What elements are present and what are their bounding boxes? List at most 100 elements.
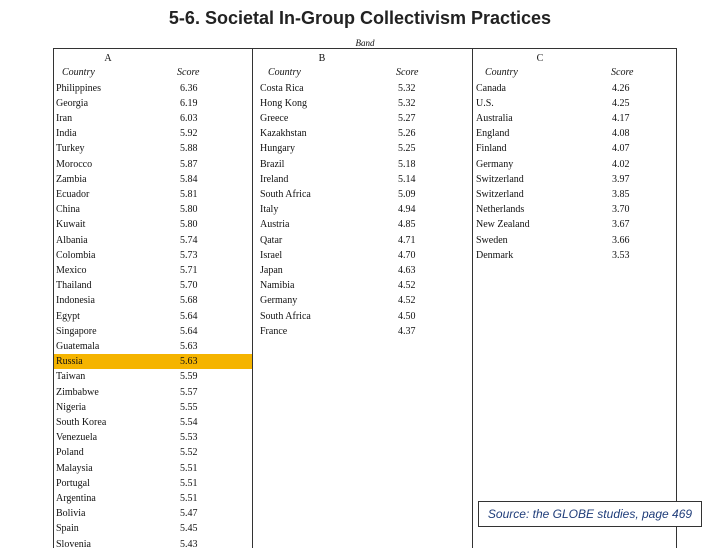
score-cell: 5.64 [180, 310, 198, 322]
band-c-country-header: Country [485, 67, 518, 78]
band-a-row: Poland 5.52 [54, 445, 252, 460]
score-cell: 6.36 [180, 82, 198, 94]
band-b-row: Brazil 5.18 [258, 157, 472, 172]
band-b-row: Namibia 4.52 [258, 278, 472, 293]
country-cell: Indonesia [56, 295, 95, 307]
score-cell: 5.71 [180, 264, 198, 276]
band-a-row: Albania 5.74 [54, 233, 252, 248]
country-cell: Taiwan [56, 371, 86, 383]
country-cell: Germany [476, 158, 514, 170]
score-cell: 4.94 [398, 204, 416, 216]
score-cell: 4.17 [612, 112, 630, 124]
band-b-row: Austria 4.85 [258, 217, 472, 232]
country-cell: Slovenia [56, 538, 91, 550]
band-b-country-header: Country [268, 67, 301, 78]
page-title: 5-6. Societal In-Group Collectivism Prac… [168, 8, 552, 28]
band-a-row: India 5.92 [54, 126, 252, 141]
band-a-row: Spain 5.45 [54, 521, 252, 536]
band-a-row: Bolivia 5.47 [54, 506, 252, 521]
band-a-row: Colombia 5.73 [54, 248, 252, 263]
band-a-row: Mexico 5.71 [54, 263, 252, 278]
score-cell: 5.63 [180, 340, 198, 352]
country-cell: Bolivia [56, 508, 86, 520]
country-cell: South Africa [260, 188, 311, 200]
score-cell: 5.74 [180, 234, 198, 246]
country-cell: Greece [260, 112, 289, 124]
country-cell: Finland [476, 143, 507, 155]
country-cell: Albania [56, 234, 88, 246]
band-c-row: Switzerland 3.85 [474, 187, 674, 202]
band-c-header: C [536, 53, 544, 64]
score-cell: 6.19 [180, 97, 198, 109]
band-a-row: Guatemala 5.63 [54, 339, 252, 354]
band-label: Band [355, 38, 375, 48]
country-cell: Iran [56, 112, 73, 124]
country-cell: Brazil [260, 158, 285, 170]
band-a-row: Morocco 5.87 [54, 157, 252, 172]
band-a-row: Argentina 5.51 [54, 491, 252, 506]
score-cell: 4.85 [398, 219, 416, 231]
band-c-row: New Zealand 3.67 [474, 217, 674, 232]
band-b-row: Germany 4.52 [258, 293, 472, 308]
score-cell: 4.37 [398, 325, 416, 337]
score-cell: 5.26 [398, 128, 416, 140]
band-a-row: Georgia 6.19 [54, 96, 252, 111]
country-cell: Venezuela [56, 432, 98, 444]
score-cell: 4.70 [398, 249, 416, 261]
score-cell: 5.18 [398, 158, 416, 170]
band-b-row: Japan 4.63 [258, 263, 472, 278]
score-cell: 4.26 [612, 82, 630, 94]
country-cell: Kuwait [56, 219, 86, 231]
country-cell: Egypt [56, 310, 80, 322]
band-c-row: U.S. 4.25 [474, 96, 674, 111]
score-cell: 3.85 [612, 188, 630, 200]
country-cell: Kazakhstan [260, 128, 307, 140]
score-cell: 4.52 [398, 280, 416, 292]
band-b-row: Hong Kong 5.32 [258, 96, 472, 111]
country-cell: Namibia [260, 280, 295, 292]
country-cell: Germany [260, 295, 298, 307]
country-cell: Hungary [260, 143, 295, 155]
band-c-row: Switzerland 3.97 [474, 172, 674, 187]
band-a-row: Venezuela 5.53 [54, 430, 252, 445]
score-cell: 5.92 [180, 128, 198, 140]
country-cell: Guatemala [56, 340, 100, 352]
country-cell: Japan [260, 264, 283, 276]
score-cell: 5.55 [180, 401, 198, 413]
country-cell: Switzerland [476, 173, 524, 185]
band-a-row: Iran 6.03 [54, 111, 252, 126]
country-cell: Philippines [56, 82, 102, 94]
band-c-row: Sweden 3.66 [474, 233, 674, 248]
band-b-row: Ireland 5.14 [258, 172, 472, 187]
band-a-country-header: Country [62, 67, 95, 78]
band-b-header: B [318, 53, 326, 64]
country-cell: Denmark [476, 249, 514, 261]
score-cell: 5.47 [180, 508, 198, 520]
score-cell: 4.02 [612, 158, 630, 170]
band-a-row: Zimbabwe 5.57 [54, 385, 252, 400]
score-cell: 5.88 [180, 143, 198, 155]
country-cell: Austria [260, 219, 290, 231]
score-cell: 4.63 [398, 264, 416, 276]
band-a-row: Singapore 5.64 [54, 324, 252, 339]
score-cell: 5.57 [180, 386, 198, 398]
country-cell: France [260, 325, 288, 337]
band-c-row: Canada 4.26 [474, 81, 674, 96]
country-cell: China [56, 204, 80, 216]
country-cell: Thailand [56, 280, 92, 292]
country-cell: Israel [260, 249, 283, 261]
country-cell: Italy [260, 204, 279, 216]
score-cell: 5.70 [180, 280, 198, 292]
score-cell: 5.84 [180, 173, 198, 185]
band-divider-ab [252, 48, 253, 548]
score-cell: 5.53 [180, 432, 198, 444]
country-cell: Georgia [56, 97, 89, 109]
band-c-row: Denmark 3.53 [474, 248, 674, 263]
band-b-row: France 4.37 [258, 324, 472, 339]
country-cell: Colombia [56, 249, 96, 261]
score-cell: 4.25 [612, 97, 630, 109]
band-c-row: Germany 4.02 [474, 157, 674, 172]
band-a-row: Portugal 5.51 [54, 476, 252, 491]
country-cell: Switzerland [476, 188, 524, 200]
score-cell: 5.51 [180, 462, 198, 474]
